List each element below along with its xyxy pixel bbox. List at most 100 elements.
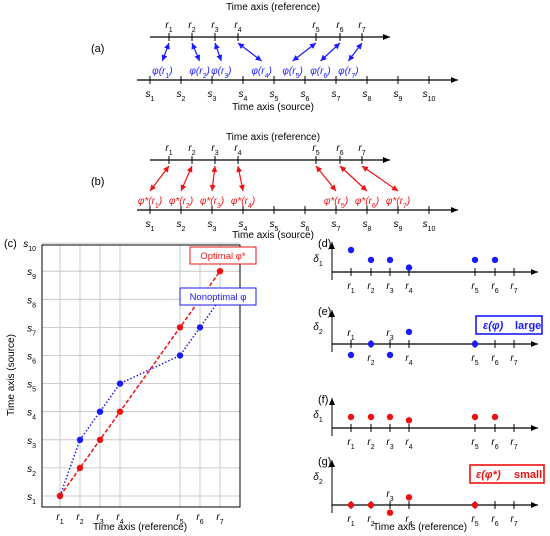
panel-g-point-4 [405, 494, 413, 501]
panel-c-y-tick-label-9: s9 [27, 267, 36, 281]
panel-g-y-axis-label: δ2 [313, 472, 323, 486]
panel-e-label: (e) [318, 306, 331, 318]
panel-f-y-axis-label: δ1 [313, 410, 323, 424]
panel-g-tick-label-4: r4 [405, 514, 412, 528]
panel-c-x-tick-label-4: r4 [116, 512, 123, 526]
panel-d-point-5 [471, 256, 479, 264]
legend-optimal: Optimal φ* [189, 246, 257, 265]
a-mapping-arrow-1 [161, 42, 170, 62]
panel-d-y-axis-label: δ1 [313, 254, 323, 268]
b-mapped-point-label-1: φ*(r1) [138, 196, 162, 210]
a-source-tick-label-7: s7 [332, 89, 341, 103]
panel-b-label: (b) [91, 176, 104, 188]
a-mapping-arrow-7 [347, 42, 363, 62]
panel-c-optimal-point-7 [216, 268, 224, 275]
panel-c-y-axis-title: Time axis (source) [6, 334, 17, 416]
panel-b-source-axis-title: Time axis (source) [232, 230, 314, 241]
panel-c-nonoptimal-point-5 [176, 352, 184, 359]
panel-d-tick-label-5: r5 [471, 281, 478, 295]
panel-c: (c) Time axis (source) s1 s2 s3 s4 s5 s6 s7 s8 s… [4, 238, 257, 533]
panel-c-y-tick-label-10: s10 [23, 239, 36, 253]
panel-c-nonoptimal-point-6 [196, 324, 204, 331]
epsilon-large-expr: ε(φ) [483, 320, 504, 332]
panel-c-y-tick-label-8: s8 [27, 295, 36, 309]
a-reference-tick-label-5: r5 [312, 20, 319, 34]
b-source-tick-label-3: s3 [208, 219, 217, 233]
b-source-tick-label-9: s9 [394, 219, 403, 233]
panel-g-label: (g) [318, 456, 331, 468]
b-mapping-arrow-4 [236, 165, 245, 192]
panel-e-tick-label-3: r3 [386, 328, 393, 342]
a-source-tick-label-2: s2 [177, 89, 186, 103]
b-mapping-arrow-3 [209, 165, 218, 192]
panel-c-x-tick-label-6: r6 [196, 512, 203, 526]
panel-d-tick-label-6: r6 [491, 281, 498, 295]
a-reference-tick-label-2: r2 [188, 20, 195, 34]
panel-c-y-tick-label-5: s5 [27, 380, 36, 394]
panel-c-plot-frame [41, 244, 241, 508]
panel-c-y-tick-label-3: s3 [27, 436, 36, 450]
panel-f-label: (f) [318, 394, 328, 406]
panel-c-y-tick-label-1: s1 [27, 492, 36, 506]
a-reference-tick-label-7: r7 [358, 20, 365, 34]
panel-g-point-3 [386, 509, 394, 516]
legend-nonoptimal-label: Nonoptimal φ [190, 292, 247, 303]
panel-c-y-tick-label-2: s2 [27, 464, 36, 478]
a-mapping-arrow-6 [320, 42, 341, 62]
a-mapped-point-label-2: φ(r2) [189, 66, 209, 80]
a-reference-tick-label-3: r3 [211, 20, 218, 34]
panel-f-tick-label-3: r3 [386, 437, 393, 451]
a-reference-tick-label-4: r4 [234, 20, 241, 34]
panel-e: (e) δ2 r1 r2 r3 r4 r5 r6 r7 [313, 306, 538, 367]
epsilon-large-box: ε(φ) large [475, 315, 543, 335]
panel-f-point-6 [491, 413, 499, 421]
b-mapped-point-label-4: φ*(r4) [231, 196, 255, 210]
panel-d-point-3 [386, 256, 394, 264]
panel-e-point-3 [386, 351, 394, 359]
legend-optimal-box [189, 246, 257, 265]
panel-c-x-tick-label-5: r5 [176, 512, 183, 526]
b-source-tick-label-5: s5 [270, 219, 279, 233]
panel-b-reference-axis-title: Time axis (reference) [226, 132, 320, 143]
panel-c-nonoptimal-line [59, 298, 221, 497]
panel-c-nonoptimal-point-2 [76, 436, 84, 443]
epsilon-small-frame [469, 464, 545, 484]
epsilon-small-word: small [514, 469, 542, 481]
panel-e-point-1 [347, 351, 355, 359]
a-reference-tick-label-6: r6 [336, 20, 343, 34]
panel-g-point-1 [347, 501, 355, 509]
panel-c-x-tick-label-7: r7 [216, 512, 223, 526]
panel-c-optimal-point-5 [176, 324, 184, 331]
b-mapped-point-label-5: φ*(r5) [324, 196, 348, 210]
panel-c-y-tick-label-7: s7 [27, 323, 36, 337]
panel-a-source-axis-title: Time axis (source) [232, 102, 314, 113]
panel-c-y-tick-label-6: s6 [27, 352, 36, 366]
legend-nonoptimal-box [179, 287, 257, 306]
panel-f-tick-label-6: r6 [491, 437, 498, 451]
panel-c-nonoptimal-point-3 [96, 408, 104, 415]
a-mapped-point-label-3: φ(r3) [211, 66, 231, 80]
panel-g-tick-label-3: r3 [386, 489, 393, 503]
panel-d-point-6 [491, 256, 499, 264]
panel-d-point-1 [347, 246, 355, 254]
a-mapped-point-label-7: φ(r7) [338, 66, 358, 80]
b-source-tick-label-4: s4 [239, 219, 248, 233]
a-mapping-arrow-4 [237, 42, 262, 62]
panel-e-tick-label-2: r2 [367, 353, 374, 367]
panel-c-optimal-point-3 [96, 436, 104, 443]
panel-d-label: (d) [318, 238, 331, 250]
a-mapping-arrow-5 [292, 42, 317, 62]
b-reference-tick-label-2: r2 [188, 143, 195, 157]
epsilon-small-box: ε(φ*) small [469, 464, 545, 484]
a-mapped-point-label-4: φ(r4) [251, 66, 271, 80]
b-reference-tick-label-5: r5 [312, 143, 319, 157]
panel-d-point-4 [405, 264, 413, 271]
a-source-tick-label-5: s5 [270, 89, 279, 103]
a-source-tick-label-3: s3 [208, 89, 217, 103]
a-mapped-point-label-1: φ(r1) [152, 66, 172, 80]
b-source-tick-label-1: s1 [146, 219, 155, 233]
panel-e-point-2 [367, 340, 375, 348]
panel-f-tick-label-7: r7 [510, 437, 517, 451]
b-reference-tick-label-4: r4 [234, 143, 241, 157]
